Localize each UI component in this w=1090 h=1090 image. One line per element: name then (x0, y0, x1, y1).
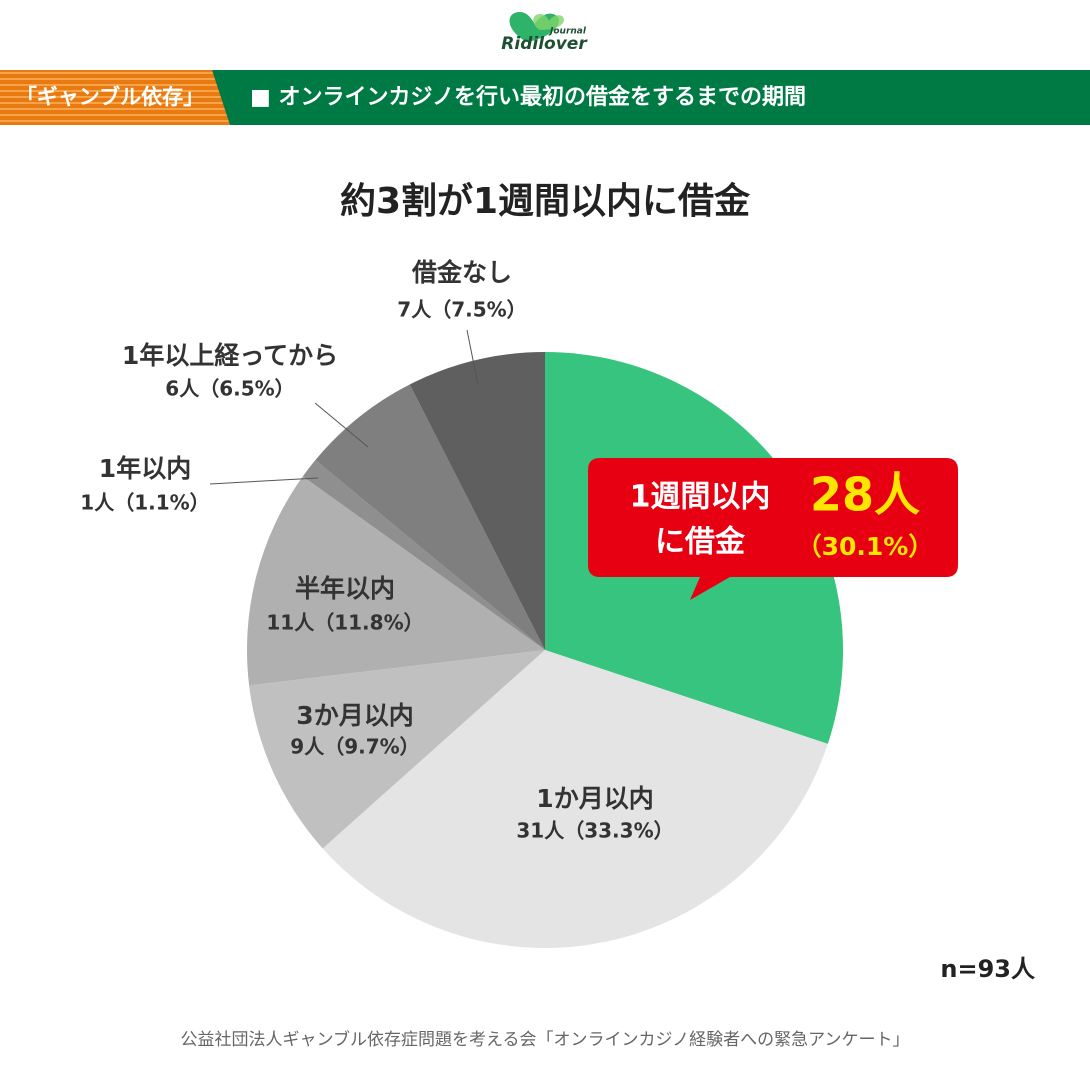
slice-value-label: 11人（11.8%） (266, 611, 423, 635)
callout-line2: に借金 (655, 525, 746, 560)
slice-value-label: 1人（1.1%） (80, 491, 209, 515)
header-heading: ■ オンラインカジノを行い最初の借金をするまでの期間 (250, 84, 806, 110)
logo-sub: Journal (548, 27, 587, 37)
slice-value-label: 9人（9.7%） (290, 735, 419, 759)
source: 公益社団法人ギャンブル依存症問題を考える会「オンラインカジノ経験者への緊急アンケ… (181, 1029, 910, 1050)
slice-value-label: 6人（6.5%） (165, 377, 294, 401)
chart-title: 約3割が1週間以内に借金 (340, 180, 751, 222)
leader-line (314, 402, 369, 448)
labels: 1か月以内 31人（33.3%） 3か月以内 9人（9.7%） 半年以内 11人（11.8… (80, 258, 673, 843)
sample-size: n=93人 (940, 955, 1035, 983)
header-tag: 「ギャンブル依存」 (16, 85, 204, 109)
leader-line (209, 477, 319, 485)
callout-line1: 1週間以内 (630, 480, 771, 515)
pie-slice (302, 460, 545, 650)
logo-text: Ridilover (501, 34, 588, 54)
callout: 1週間以内 に借金 28人 （30.1%） (588, 458, 958, 600)
slice-label: 1か月以内 (536, 784, 653, 813)
pie-slice (409, 352, 545, 650)
logo: Ridilover Journal (501, 12, 588, 54)
pie-slice (247, 476, 545, 686)
pie-slice (249, 650, 546, 849)
slice-label: 1年以内 (99, 454, 191, 483)
callout-percent: （30.1%） (797, 532, 934, 561)
pie-slice (322, 650, 828, 948)
slice-label: 3か月以内 (296, 701, 413, 730)
leader-line (466, 329, 479, 386)
slice-label: 1年以上経ってから (122, 341, 338, 370)
callout-count: 28人 (810, 468, 920, 522)
slice-value-label: 7人（7.5%） (397, 298, 526, 322)
slice-value-label: 31人（33.3%） (516, 819, 673, 843)
pie (247, 352, 843, 948)
slice-label: 半年以内 (295, 574, 395, 603)
header-tag-bg (0, 70, 230, 125)
pie-slice (315, 384, 545, 650)
slice-label: 借金なし (411, 258, 512, 287)
